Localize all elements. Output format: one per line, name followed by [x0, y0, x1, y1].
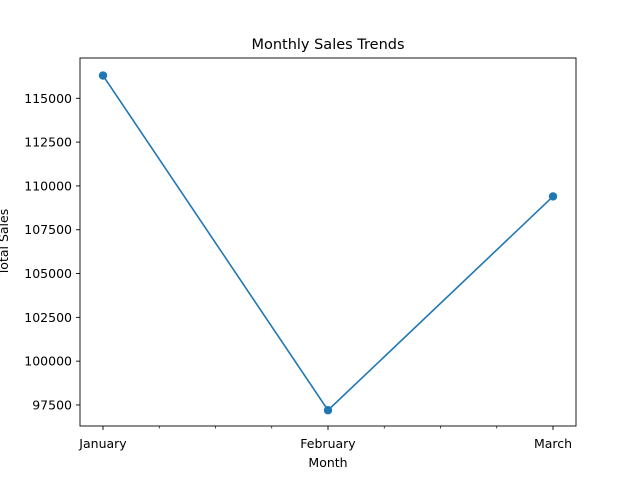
- x-axis-label: Month: [308, 455, 347, 470]
- sales-series: [98, 71, 558, 415]
- y-tick-label: 115000: [24, 91, 72, 106]
- y-tick-label: 107500: [24, 222, 72, 237]
- x-axis: January February March: [78, 426, 572, 451]
- plot-area: [79, 57, 577, 427]
- y-axis-label: Total Sales: [0, 209, 11, 276]
- y-tick-label: 105000: [24, 266, 72, 281]
- data-point: [323, 406, 333, 415]
- x-tick-label: February: [300, 436, 356, 451]
- y-tick-label: 110000: [24, 178, 72, 193]
- data-point: [98, 71, 108, 80]
- x-tick-label: January: [78, 436, 127, 451]
- y-axis: 97500 100000 102500 105000 107500 110000 11250…: [24, 91, 80, 412]
- y-tick-label: 97500: [32, 397, 72, 412]
- data-point: [548, 192, 558, 201]
- y-tick-label: 102500: [24, 310, 72, 325]
- x-tick-label: March: [534, 436, 572, 451]
- y-tick-label: 112500: [24, 135, 72, 150]
- chart-title: Monthly Sales Trends: [251, 37, 404, 53]
- y-tick-label: 100000: [24, 354, 72, 369]
